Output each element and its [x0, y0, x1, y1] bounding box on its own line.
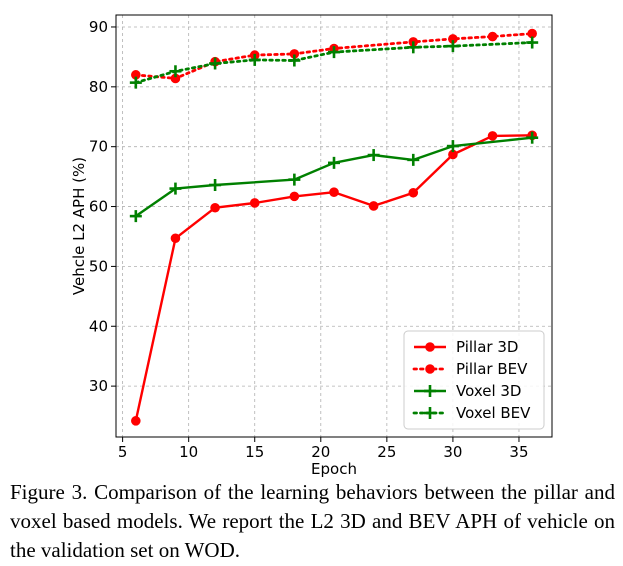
x-tick-label: 30: [443, 443, 462, 461]
series-pillar-3d: [131, 130, 537, 426]
y-tick-label: 30: [89, 377, 108, 395]
data-point-pillar-3d: [170, 233, 181, 244]
legend-label: Voxel 3D: [456, 382, 522, 400]
line-chart: 5 10 15 20 25 30 35 30 40 50 60 70 80 90 Epoch Vehcle…: [70, 14, 553, 478]
data-point-voxel-3d: [209, 178, 222, 191]
legend-box: [403, 330, 545, 430]
data-point-voxel-3d: [328, 156, 340, 169]
legend-entry-voxel-bev: Voxel BEV: [412, 404, 531, 422]
data-point-voxel-bev: [248, 53, 261, 66]
legend-label: Pillar 3D: [456, 338, 518, 356]
x-tick-label: 20: [311, 443, 330, 461]
data-point-voxel-bev: [129, 76, 142, 89]
y-tick-label: 50: [89, 257, 108, 275]
x-axis-label: Epoch: [311, 460, 357, 478]
data-point-pillar-3d: [487, 131, 498, 141]
data-point-voxel-bev: [526, 36, 539, 49]
data-point-voxel-3d: [367, 149, 380, 162]
data-point-voxel-3d: [407, 153, 420, 166]
data-point-voxel-bev: [288, 54, 301, 67]
data-point-voxel-3d: [446, 140, 459, 153]
data-point-pillar-3d: [329, 187, 339, 197]
data-point-pillar-bev: [487, 31, 498, 42]
data-point-pillar-3d: [408, 187, 419, 198]
legend-entry-pillar-3d: Pillar 3D: [414, 338, 518, 356]
data-point-pillar-3d: [131, 416, 141, 426]
legend-marker: [424, 385, 436, 397]
x-tick-label: 25: [377, 443, 396, 461]
data-point-pillar-3d: [368, 201, 379, 211]
y-tick-label: 80: [89, 78, 108, 96]
data-point-pillar-3d: [249, 198, 260, 208]
axis-ticks: 5 10 15 20 25 30 35 30 40 50 60 70 80 90: [89, 18, 529, 461]
legend-entry-voxel-3d: Voxel 3D: [414, 382, 522, 400]
y-tick-label: 90: [89, 18, 108, 36]
legend-marker: [425, 364, 435, 374]
y-tick-label: 70: [89, 138, 108, 156]
legend-label: Voxel BEV: [456, 404, 531, 422]
data-point-pillar-3d: [210, 202, 220, 213]
legend-label: Pillar BEV: [456, 360, 528, 378]
y-tick-label: 60: [89, 198, 108, 216]
data-point-voxel-3d: [288, 173, 301, 186]
series-line-voxel-3d: [135, 136, 533, 218]
data-point-voxel-bev: [446, 40, 459, 53]
series-layer: [129, 28, 539, 426]
legend-marker: [424, 407, 436, 419]
data-point-voxel-3d: [526, 131, 539, 144]
x-tick-label: 10: [179, 443, 198, 461]
series-voxel-bev: [129, 36, 539, 89]
series-line-pillar-bev: [134, 32, 534, 80]
x-tick-label: 5: [118, 443, 128, 461]
x-tick-label: 35: [509, 443, 528, 461]
legend-marker: [425, 342, 435, 352]
legend-entry-pillar-bev: Pillar BEV: [412, 360, 528, 378]
data-point-voxel-bev: [328, 46, 340, 59]
y-tick-label: 40: [89, 317, 108, 335]
data-point-voxel-3d: [169, 182, 182, 195]
data-point-voxel-bev: [209, 57, 222, 70]
x-tick-label: 15: [245, 443, 264, 461]
y-axis-label: Vehcle L2 APH (%): [70, 157, 88, 295]
legend: Pillar 3D Pillar BEV Voxel 3D Voxel BEV: [403, 330, 545, 430]
grid: [116, 15, 552, 437]
data-point-pillar-3d: [289, 191, 300, 202]
figure-caption: Figure 3. Comparison of the learning beh…: [10, 480, 615, 562]
plot-frame: [115, 14, 553, 438]
data-point-voxel-3d: [129, 210, 142, 223]
data-point-voxel-bev: [169, 65, 182, 78]
series-voxel-3d: [129, 131, 539, 223]
data-point-voxel-bev: [407, 41, 420, 54]
